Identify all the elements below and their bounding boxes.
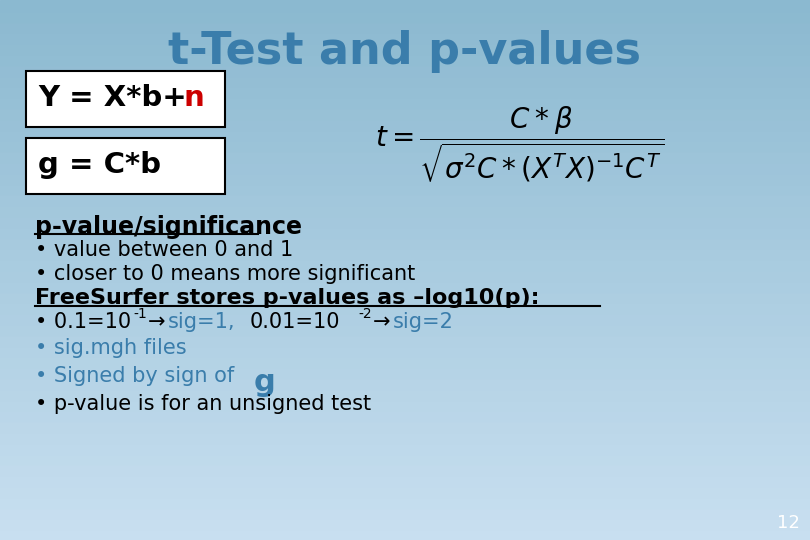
Bar — [0, 410, 810, 421]
Bar — [0, 356, 810, 367]
Bar — [0, 32, 810, 43]
Text: • Signed by sign of: • Signed by sign of — [35, 366, 241, 386]
Bar — [0, 205, 810, 216]
Text: -1: -1 — [133, 307, 147, 321]
Bar — [0, 302, 810, 313]
Text: sig=1,: sig=1, — [168, 312, 236, 332]
Bar — [0, 335, 810, 346]
Text: 0.01=10: 0.01=10 — [250, 312, 340, 332]
Text: p-value/significance: p-value/significance — [35, 215, 302, 239]
FancyBboxPatch shape — [26, 71, 225, 127]
Bar — [0, 43, 810, 54]
Bar — [0, 97, 810, 108]
Bar — [0, 324, 810, 335]
Text: →: → — [373, 312, 390, 332]
Text: n: n — [183, 84, 204, 112]
Bar — [0, 140, 810, 151]
Bar — [0, 119, 810, 130]
Text: $t = \dfrac{C*\beta}{\sqrt{\sigma^2 C*(X^T X)^{-1} C^T}}$: $t = \dfrac{C*\beta}{\sqrt{\sigma^2 C*(X… — [375, 105, 665, 185]
Bar — [0, 54, 810, 65]
Text: 12: 12 — [777, 514, 800, 532]
Bar — [0, 313, 810, 324]
Bar — [0, 486, 810, 497]
Bar — [0, 346, 810, 356]
Bar — [0, 443, 810, 454]
Bar — [0, 11, 810, 22]
Bar — [0, 508, 810, 518]
Bar — [0, 194, 810, 205]
Bar — [0, 248, 810, 259]
Text: • sig.mgh files: • sig.mgh files — [35, 338, 186, 358]
Bar — [0, 108, 810, 119]
Bar — [0, 227, 810, 238]
Bar — [0, 65, 810, 76]
FancyBboxPatch shape — [26, 138, 225, 194]
Bar — [0, 518, 810, 529]
Bar — [0, 281, 810, 292]
Bar — [0, 400, 810, 410]
Bar — [0, 421, 810, 432]
Bar — [0, 432, 810, 443]
Bar — [0, 216, 810, 227]
Text: →: → — [148, 312, 165, 332]
Text: t-Test and p-values: t-Test and p-values — [168, 30, 642, 73]
Text: • p-value is for an unsigned test: • p-value is for an unsigned test — [35, 394, 371, 414]
Text: • value between 0 and 1: • value between 0 and 1 — [35, 240, 293, 260]
Bar — [0, 464, 810, 475]
Bar — [0, 529, 810, 540]
Text: sig=2: sig=2 — [393, 312, 454, 332]
Bar — [0, 0, 810, 11]
Bar — [0, 173, 810, 184]
Bar — [0, 238, 810, 248]
Bar — [0, 475, 810, 486]
Bar — [0, 22, 810, 32]
Bar — [0, 497, 810, 508]
Bar — [0, 389, 810, 400]
Bar — [0, 454, 810, 464]
Text: g = C*b: g = C*b — [38, 151, 161, 179]
Bar — [0, 162, 810, 173]
Text: • 0.1=10: • 0.1=10 — [35, 312, 131, 332]
Bar — [0, 292, 810, 302]
Text: g: g — [254, 368, 275, 397]
Bar — [0, 259, 810, 270]
Bar — [0, 130, 810, 140]
Bar — [0, 378, 810, 389]
Text: Y = X*b+: Y = X*b+ — [38, 84, 187, 112]
Text: FreeSurfer stores p-values as –log10(p):: FreeSurfer stores p-values as –log10(p): — [35, 288, 539, 308]
Bar — [0, 270, 810, 281]
Text: • closer to 0 means more significant: • closer to 0 means more significant — [35, 264, 416, 284]
Bar — [0, 86, 810, 97]
Bar — [0, 184, 810, 194]
Text: -2: -2 — [358, 307, 372, 321]
Bar — [0, 151, 810, 162]
Bar — [0, 76, 810, 86]
Bar — [0, 367, 810, 378]
